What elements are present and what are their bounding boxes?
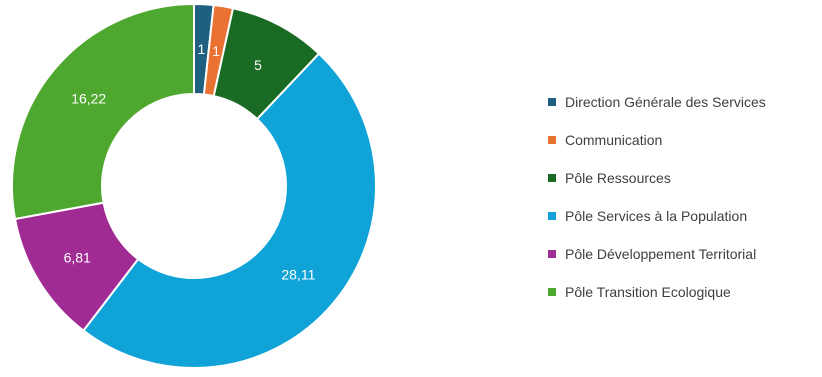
legend-item-pole-services-a-la-population: Pôle Services à la Population (548, 197, 766, 235)
data-label-communication: 1 (212, 43, 220, 59)
data-label-pole-services-a-la-population: 28,11 (281, 267, 315, 283)
legend-label: Direction Générale des Services (565, 94, 766, 110)
legend-swatch (548, 174, 556, 182)
legend-item-direction-generale-des-services: Direction Générale des Services (548, 83, 766, 121)
legend-swatch (548, 288, 556, 296)
legend-label: Communication (565, 132, 663, 148)
data-label-pole-ressources: 5 (254, 57, 262, 73)
legend-item-communication: Communication (548, 121, 766, 159)
legend-swatch (548, 136, 556, 144)
legend-swatch (548, 212, 556, 220)
chart-legend: Direction Générale des Services Communica… (548, 83, 766, 311)
legend-label: Pôle Ressources (565, 170, 671, 186)
legend-label: Pôle Transition Ecologique (565, 284, 731, 300)
legend-item-pole-transition-ecologique: Pôle Transition Ecologique (548, 273, 766, 311)
data-label-pole-developpement-territorial: 6,81 (64, 250, 91, 266)
slice-pole-transition-ecologique (11, 2, 195, 221)
data-label-pole-transition-ecologique: 16,22 (71, 90, 106, 106)
slice-pole-services-a-la-population (82, 52, 377, 369)
legend-label: Pôle Développement Territorial (565, 246, 757, 262)
legend-label: Pôle Services à la Population (565, 208, 748, 224)
legend-swatch (548, 250, 556, 258)
data-label-direction-generale-des-services: 1 (198, 41, 206, 57)
legend-item-pole-ressources: Pôle Ressources (548, 159, 766, 197)
legend-swatch (548, 98, 556, 106)
legend-item-pole-developpement-territorial: Pôle Développement Territorial (548, 235, 766, 273)
